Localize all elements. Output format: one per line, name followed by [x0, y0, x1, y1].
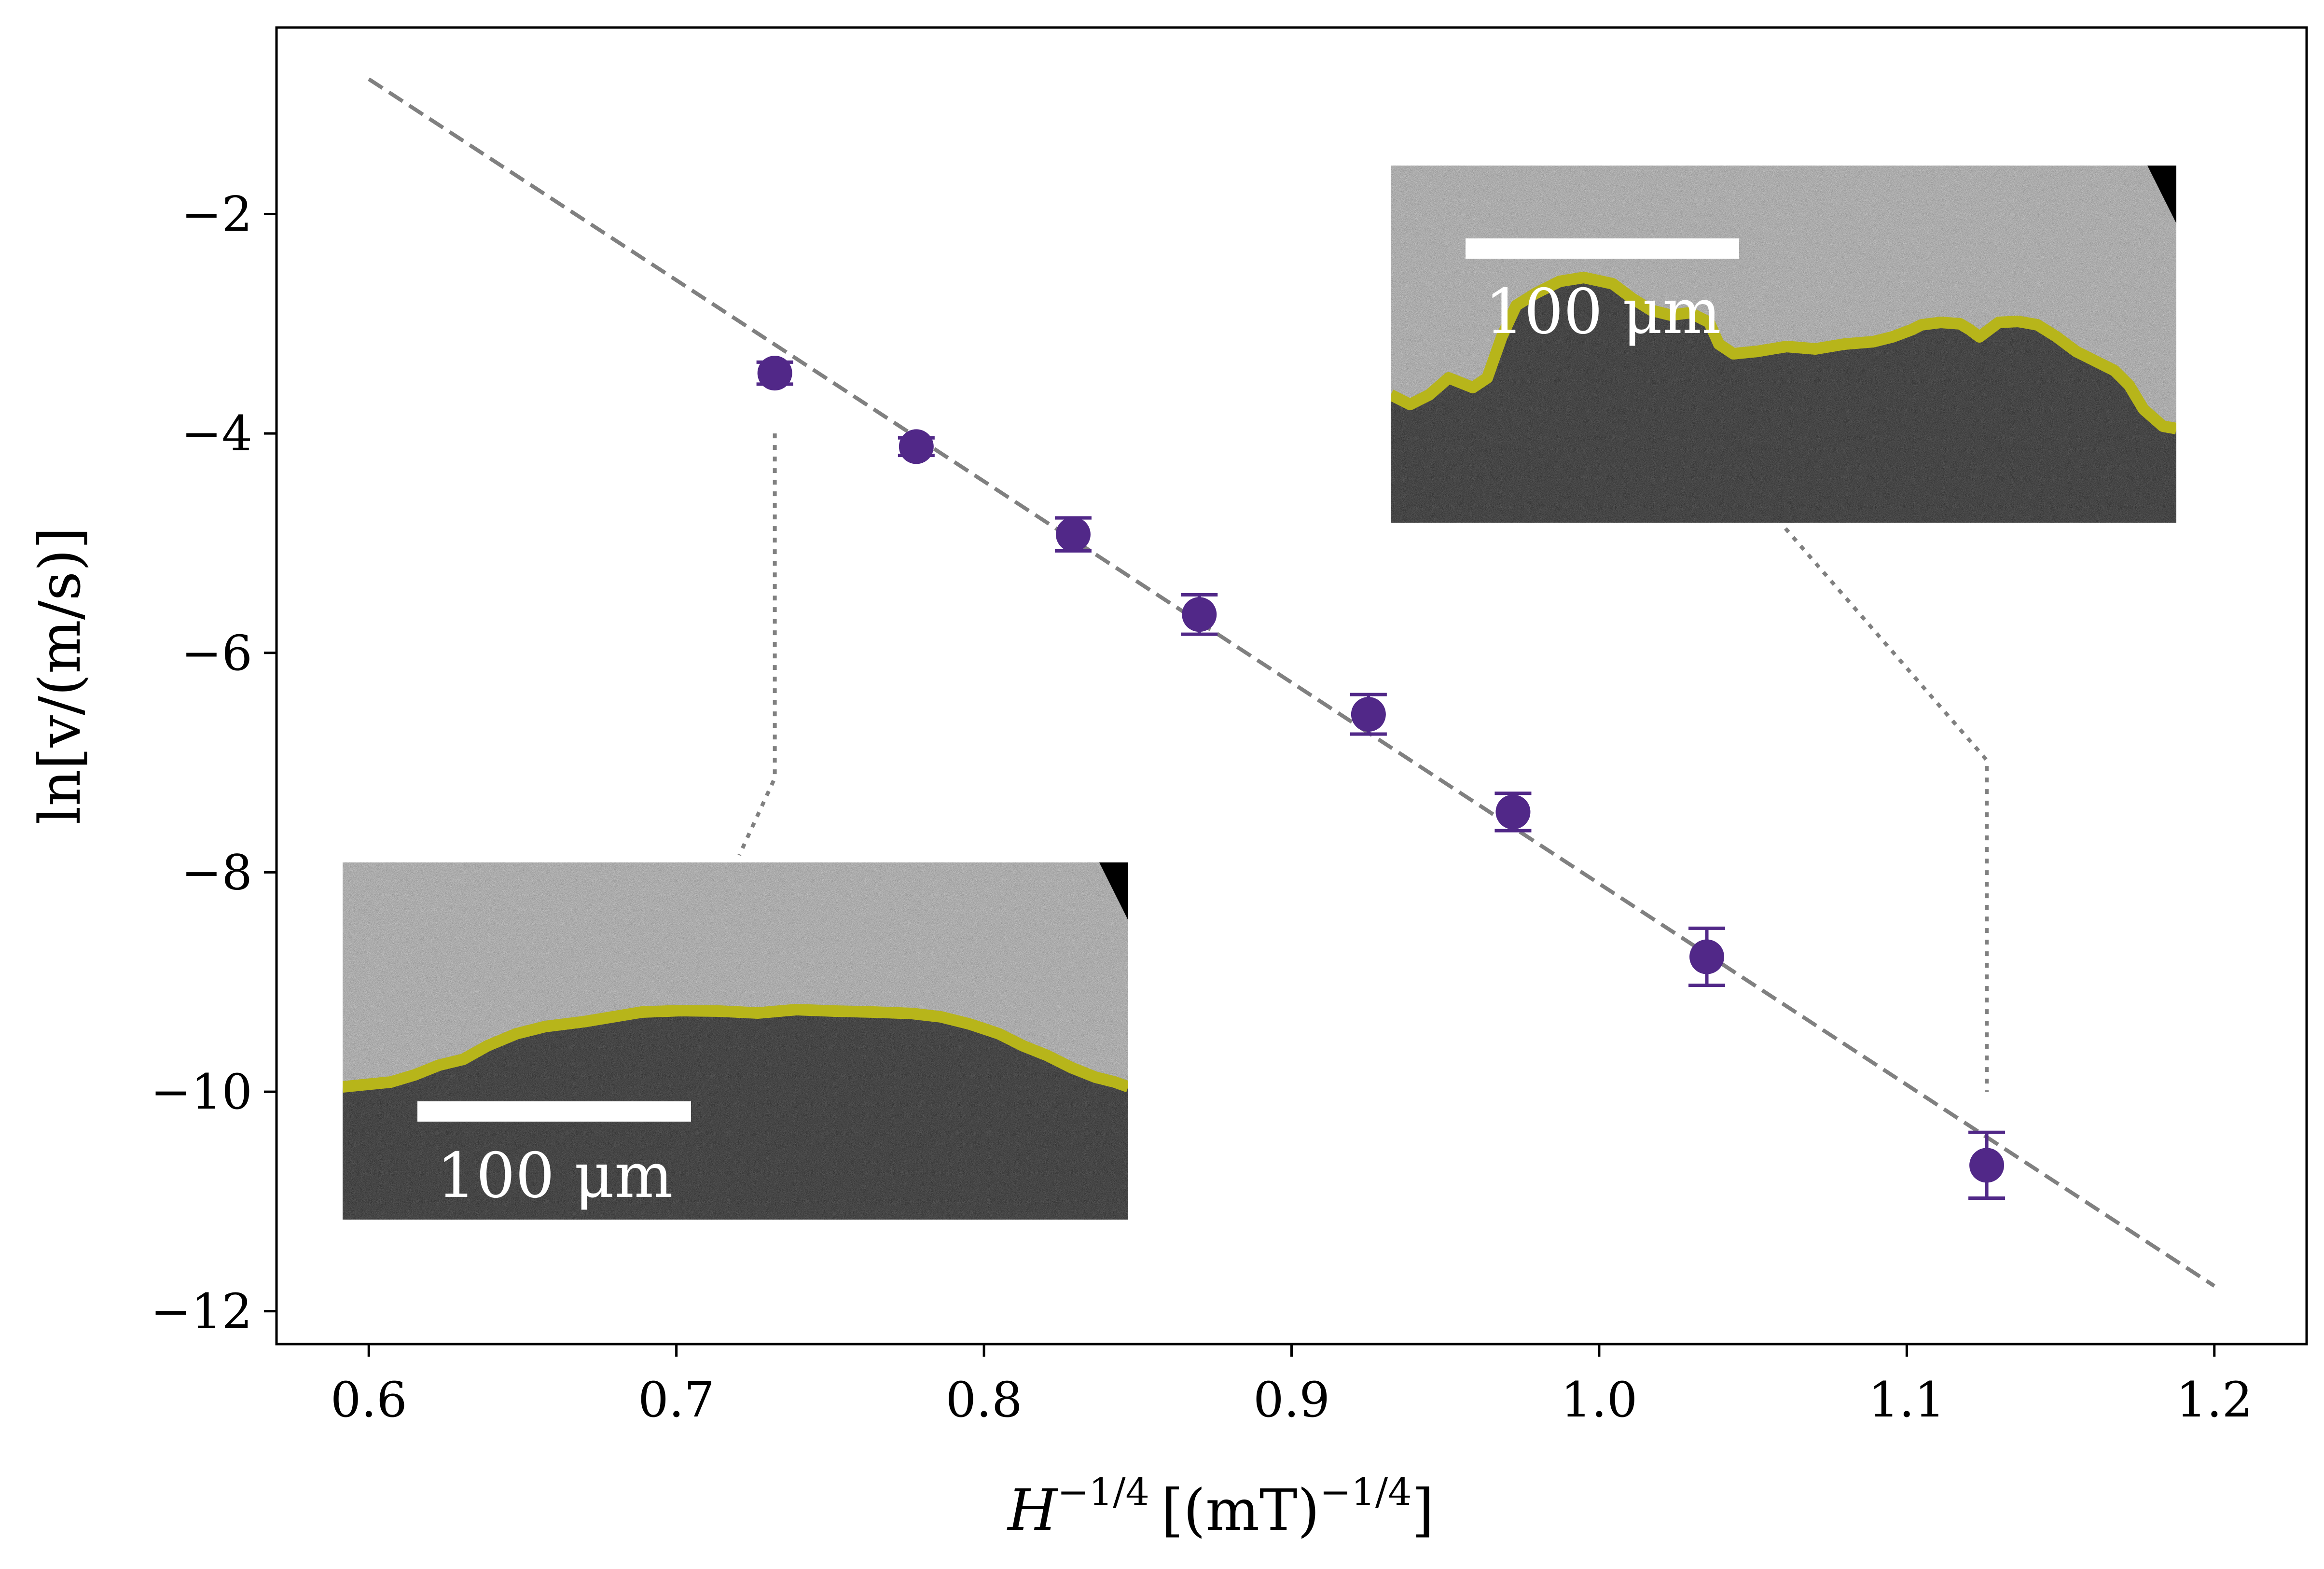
connector-inset-high — [1784, 527, 1989, 1092]
x-axis-label-unit-close: ] — [1412, 1477, 1434, 1543]
data-point — [756, 356, 793, 391]
data-point — [1688, 926, 1726, 987]
inset-high-field: 100 μm — [1391, 166, 2176, 523]
marker — [1055, 517, 1091, 552]
inset-low-field-scale-label: 100 μm — [437, 1140, 673, 1212]
x-tick-label: 0.7 — [638, 1372, 715, 1428]
marker — [899, 429, 934, 464]
x-tick-label: 0.9 — [1253, 1372, 1330, 1428]
insets-layer: 100 μm 100 μm — [343, 166, 2176, 1220]
inset-high-field-image — [1391, 166, 2176, 523]
inset-high-field-corner — [2147, 166, 2176, 223]
marker — [1969, 1148, 2005, 1183]
x-tick-label: 1.1 — [1868, 1372, 1945, 1428]
inset-low-field-corner — [1099, 862, 1128, 920]
x-tick-label: 1.2 — [2176, 1372, 2253, 1428]
data-point — [898, 429, 935, 464]
fit-line — [368, 77, 2215, 1288]
x-tick-label: 1.0 — [1561, 1372, 1637, 1428]
x-axis-label: H−1/4 [(mT)−1/4] — [1007, 1471, 1434, 1543]
x-tick-label: 0.6 — [331, 1372, 407, 1428]
x-axis-label-base: H — [1007, 1477, 1058, 1543]
inset-low-field: 100 μm — [343, 862, 1128, 1220]
data-point — [1350, 693, 1387, 736]
x-axis-label-unit: [(mT) — [1161, 1477, 1320, 1543]
y-tick-label: −2 — [181, 186, 252, 242]
y-tick-label: −8 — [181, 844, 252, 901]
x-tick-label: 0.8 — [946, 1372, 1023, 1428]
fit-line-layer — [368, 77, 2215, 1288]
marker — [757, 356, 792, 391]
y-tick-label: −6 — [181, 625, 252, 681]
connector-inset-low — [737, 433, 777, 856]
x-axis-label-unit-exponent: −1/4 — [1320, 1471, 1412, 1514]
marker — [1351, 697, 1386, 732]
data-point — [1181, 593, 1218, 636]
y-tick-label: −4 — [181, 405, 252, 462]
marker — [1182, 597, 1217, 632]
marker — [1689, 939, 1725, 974]
data-points-layer — [756, 356, 2006, 1200]
inset-high-field-domain-front — [1391, 272, 2176, 434]
y-tick-label: −12 — [151, 1283, 252, 1340]
y-axis-label: ln[v/(m/s)] — [27, 527, 93, 825]
inset-low-field-domain-front — [343, 1004, 1128, 1093]
axes-layer: 0.6 0.7 0.8 0.9 1.0 1.1 1.2 −2 −4 −6 −8 −10 −12 — [151, 26, 2308, 1428]
inset-high-field-scale-label: 100 μm — [1485, 276, 1721, 348]
marker — [1495, 794, 1531, 830]
data-point — [1968, 1130, 2006, 1200]
data-point — [1054, 516, 1092, 553]
data-point — [1494, 791, 1532, 833]
inset-low-field-image — [343, 862, 1128, 1220]
y-tick-label: −10 — [151, 1064, 252, 1120]
x-axis-label-exponent: −1/4 — [1057, 1471, 1149, 1514]
